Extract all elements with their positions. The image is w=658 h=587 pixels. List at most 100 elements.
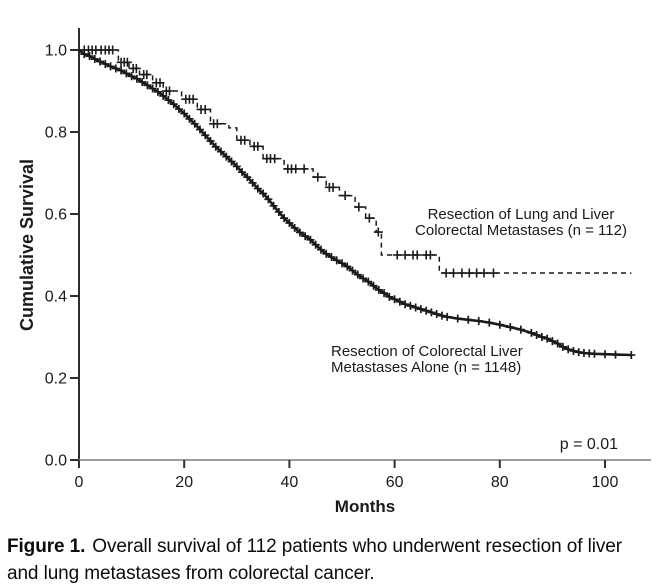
censor-mark-liver-alone — [143, 81, 152, 90]
censor-mark-liver-alone — [190, 119, 199, 128]
censor-mark-lung-and-liver — [479, 268, 489, 278]
censor-mark-liver-alone — [590, 349, 599, 358]
censor-mark-liver-alone — [516, 325, 525, 334]
censor-mark-liver-alone — [374, 285, 383, 294]
censor-mark-liver-alone — [90, 55, 99, 64]
censor-mark-liver-alone — [464, 315, 473, 324]
censor-mark-lung-and-liver — [155, 78, 165, 88]
censor-mark-liver-alone — [159, 91, 168, 100]
x-tick-label: 60 — [386, 474, 404, 491]
y-tick-label: 0.8 — [45, 125, 67, 142]
censor-mark-lung-and-liver — [212, 119, 222, 129]
censor-mark-liver-alone — [485, 318, 494, 327]
censor-mark-liver-alone — [222, 152, 231, 161]
censor-mark-lung-and-liver — [354, 202, 364, 212]
censor-mark-liver-alone — [390, 295, 399, 304]
censor-mark-lung-and-liver — [291, 164, 301, 174]
censor-mark-liver-alone — [169, 100, 178, 109]
censor-mark-liver-alone — [206, 137, 215, 146]
y-tick-label: 0.2 — [45, 371, 67, 388]
censor-mark-liver-alone — [332, 256, 341, 265]
censor-mark-liver-alone — [437, 311, 446, 320]
censor-mark-lung-and-liver — [364, 213, 374, 223]
censor-mark-liver-alone — [353, 270, 362, 279]
censor-mark-lung-and-liver — [328, 182, 338, 192]
censor-mark-liver-alone — [111, 64, 120, 73]
censor-mark-liver-alone — [280, 214, 289, 223]
censor-mark-liver-alone — [322, 249, 331, 258]
censor-mark-liver-alone — [443, 312, 452, 321]
censor-mark-liver-alone — [85, 52, 94, 61]
censor-mark-lung-and-liver — [425, 250, 435, 260]
legend-liver-alone-line2: Metastases Alone (n = 1148) — [331, 359, 521, 376]
censor-mark-liver-alone — [627, 351, 636, 360]
censor-mark-liver-alone — [153, 87, 162, 96]
censor-mark-lung-and-liver — [270, 154, 280, 164]
censor-mark-liver-alone — [243, 173, 252, 182]
legend-lung-and-liver-line2: Colorectal Metastases (n = 112) — [415, 222, 627, 239]
censor-mark-liver-alone — [274, 207, 283, 216]
censor-mark-liver-alone — [348, 266, 357, 275]
censor-mark-liver-alone — [138, 77, 147, 86]
figure-caption: Figure 1. Overall survival of 112 patient… — [7, 534, 647, 587]
censor-mark-liver-alone — [543, 334, 552, 343]
survival-curve-liver-alone — [78, 48, 632, 357]
censor-mark-liver-alone — [364, 277, 373, 286]
legend-liver-alone-line1: Resection of Colorectal Liver — [331, 343, 523, 360]
censor-mark-liver-alone — [232, 162, 241, 171]
censor-mark-liver-alone — [253, 184, 262, 193]
censor-mark-lung-and-liver — [131, 63, 141, 73]
censor-mark-liver-alone — [422, 306, 431, 315]
censor-mark-liver-alone — [117, 66, 126, 75]
x-tick-label: 20 — [175, 474, 193, 491]
censor-mark-liver-alone — [474, 317, 483, 326]
censor-mark-liver-alone — [227, 157, 236, 166]
censor-mark-lung-and-liver — [108, 45, 118, 55]
censor-mark-liver-alone — [248, 178, 257, 187]
censor-mark-liver-alone — [101, 59, 110, 68]
censor-mark-lung-and-liver — [122, 57, 132, 67]
censor-mark-lung-and-liver — [142, 70, 152, 80]
censor-mark-lung-and-liver — [449, 268, 459, 278]
censor-mark-liver-alone — [295, 228, 304, 237]
y-axis-label: Cumulative Survival — [17, 159, 37, 331]
censor-mark-liver-alone — [416, 305, 425, 314]
censor-mark-liver-alone — [611, 350, 620, 359]
x-tick-label: 40 — [281, 474, 299, 491]
censor-mark-lung-and-liver — [488, 268, 498, 278]
censor-mark-liver-alone — [553, 339, 562, 348]
censor-mark-liver-alone — [558, 342, 567, 351]
censor-mark-liver-alone — [201, 131, 210, 140]
legend-lung-and-liver-line1: Resection of Lung and Liver — [428, 206, 615, 223]
censor-mark-liver-alone — [569, 346, 578, 355]
censor-mark-liver-alone — [148, 84, 157, 93]
survival-chart-svg: 0.0 0.2 0.4 0.6 0.8 1.0 0 20 40 60 80 100 Cumulative… — [17, 28, 651, 516]
y-tick-label: 0.0 — [45, 453, 67, 470]
censor-mark-liver-alone — [311, 240, 320, 249]
censor-mark-liver-alone — [537, 333, 546, 341]
censor-mark-liver-alone — [185, 114, 194, 123]
censor-mark-liver-alone — [127, 72, 136, 81]
censor-mark-liver-alone — [264, 195, 273, 204]
figure-caption-text: Overall survival of 112 patients who und… — [7, 536, 622, 584]
x-tick-label: 0 — [75, 474, 84, 491]
censor-mark-liver-alone — [217, 147, 226, 156]
censor-mark-liver-alone — [316, 245, 325, 254]
y-tick-label: 0.4 — [45, 289, 67, 306]
censor-mark-lung-and-liver — [373, 227, 383, 237]
censor-mark-liver-alone — [290, 223, 299, 232]
censor-mark-liver-alone — [238, 168, 247, 177]
censor-mark-lung-and-liver — [392, 250, 402, 260]
censor-mark-lung-and-liver — [412, 250, 422, 260]
censor-mark-lung-and-liver — [200, 104, 210, 114]
censor-mark-liver-alone — [369, 281, 378, 290]
censor-mark-liver-alone — [285, 219, 294, 228]
censor-mark-liver-alone — [195, 125, 204, 134]
censor-mark-lung-and-liver — [253, 141, 263, 151]
censor-mark-liver-alone — [259, 189, 268, 198]
censor-mark-liver-alone — [385, 292, 394, 301]
censor-mark-liver-alone — [211, 142, 220, 151]
censor-mark-liver-alone — [427, 308, 436, 317]
censor-mark-liver-alone — [174, 105, 183, 114]
